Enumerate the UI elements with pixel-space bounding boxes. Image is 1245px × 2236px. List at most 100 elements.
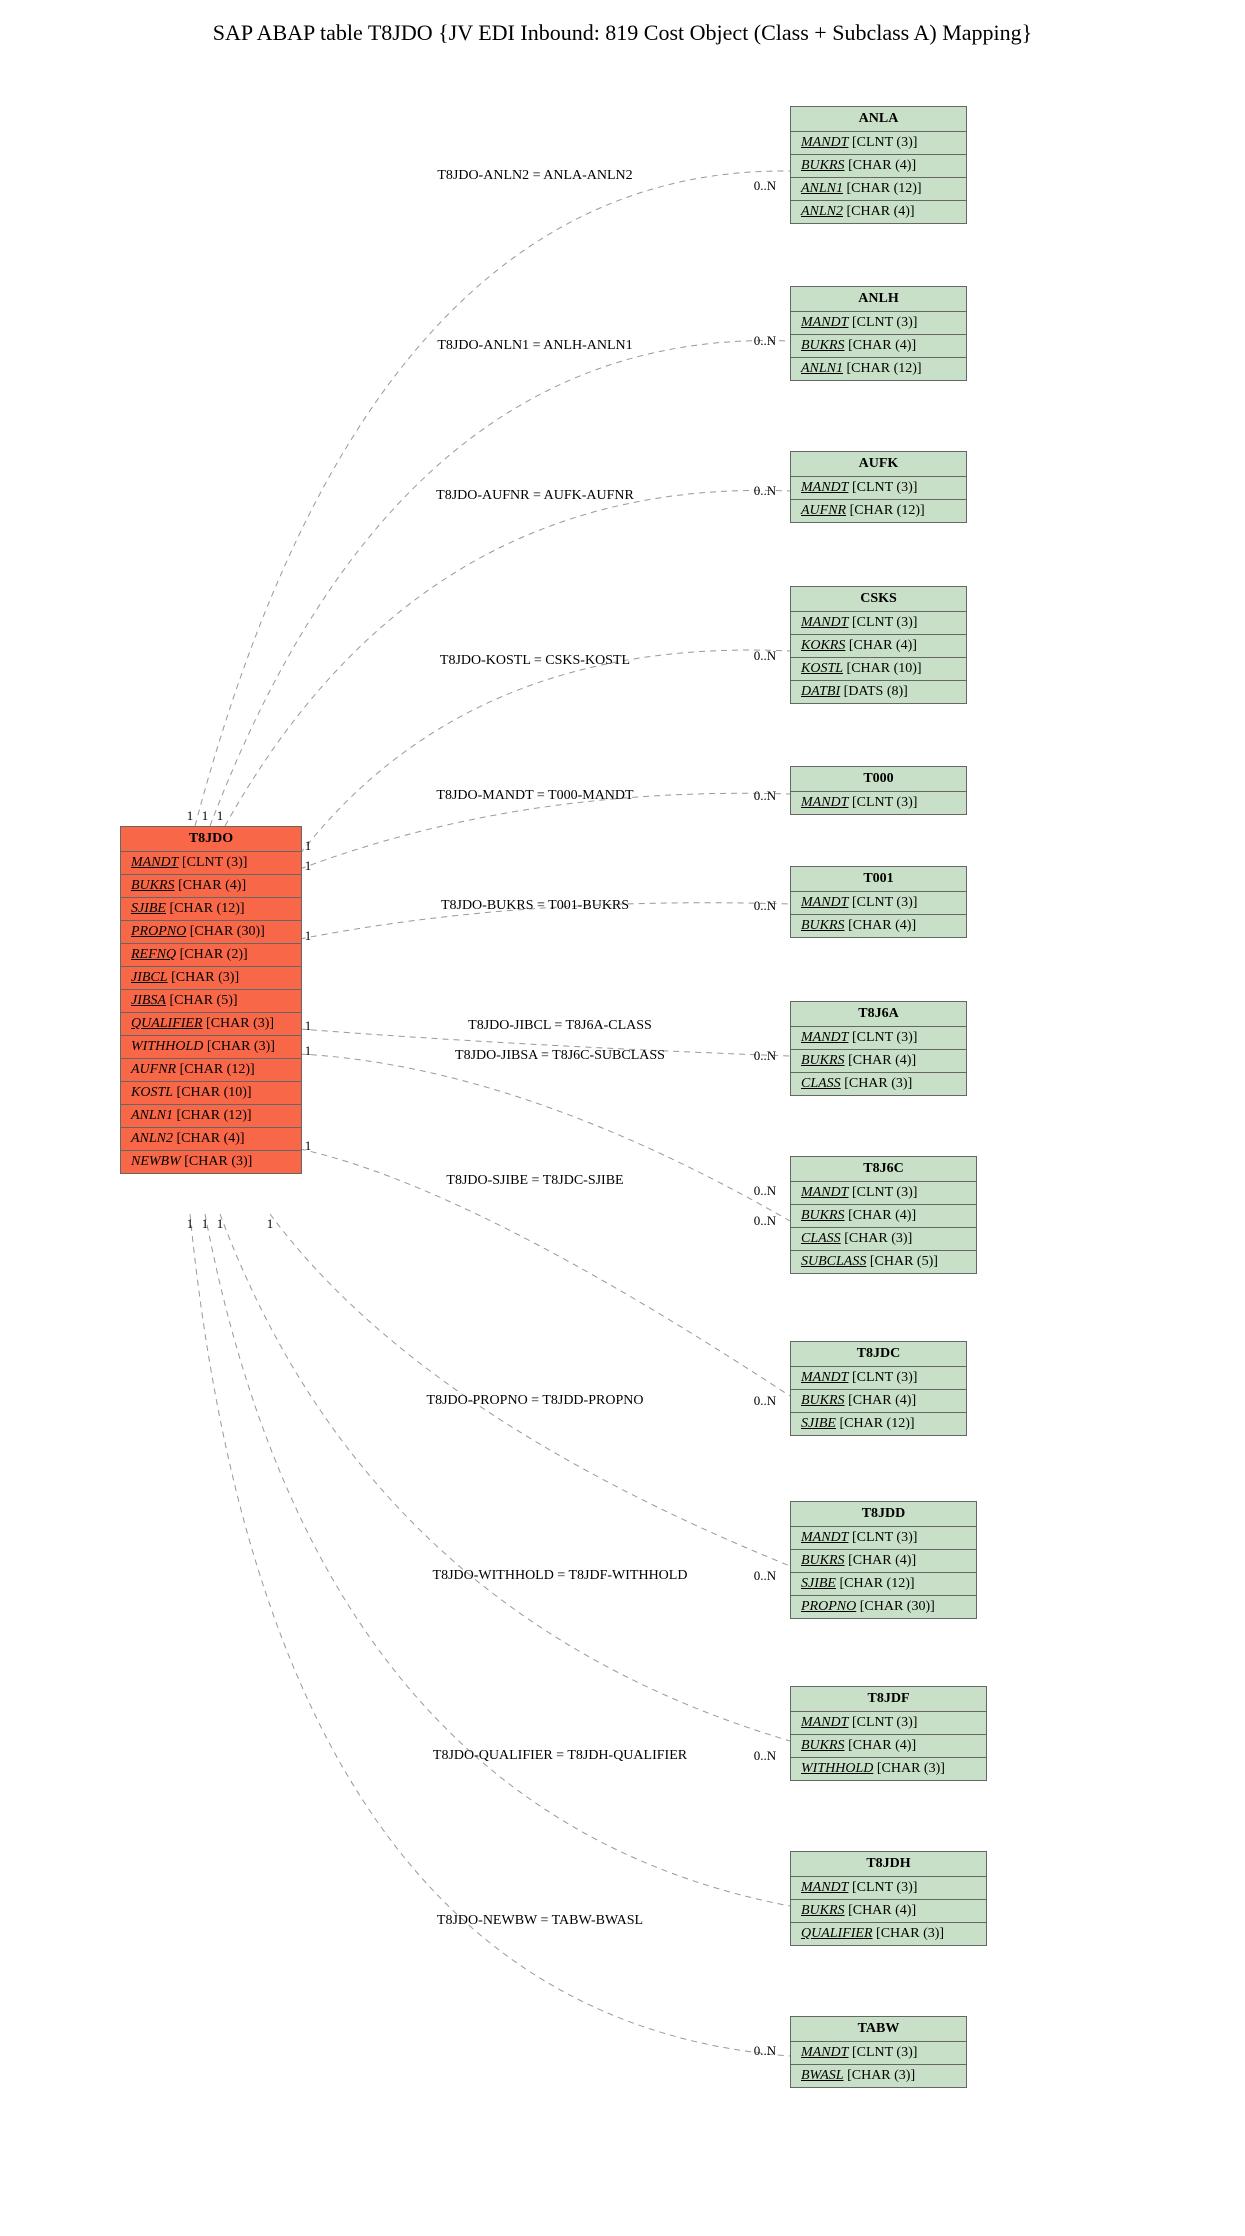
field-type: [CLNT (3)] [848,1030,917,1045]
field-type: [CHAR (12)] [166,901,245,916]
edge-label: T8JDO-JIBCL = T8J6A-CLASS [468,1018,652,1034]
field-row: ANLN1 [CHAR (12)] [121,1105,301,1128]
relationship-edge [300,650,790,854]
field-row: BUKRS [CHAR (4)] [791,1050,966,1073]
field-type: [CLNT (3)] [848,2045,917,2060]
field-name: BUKRS [801,158,845,173]
cardinality-target: 0..N [754,1183,776,1199]
field-name: BUKRS [801,918,845,933]
er-diagram: T8JDOMANDT [CLNT (3)]BUKRS [CHAR (4)]SJI… [20,66,1225,2216]
field-type: [CHAR (4)] [845,1903,917,1918]
field-type: [CLNT (3)] [848,795,917,810]
field-type: [CHAR (3)] [873,1926,945,1941]
field-row: BUKRS [CHAR (4)] [791,155,966,178]
field-name: MANDT [801,895,848,910]
field-name: MANDT [801,1880,848,1895]
edge-label: T8JDO-WITHHOLD = T8JDF-WITHHOLD [433,1568,688,1584]
cardinality-source: 1 [305,928,312,944]
entity-t8jdc: T8JDCMANDT [CLNT (3)]BUKRS [CHAR (4)]SJI… [790,1341,967,1436]
cardinality-target: 0..N [754,2043,776,2059]
field-type: [CHAR (4)] [845,918,917,933]
field-type: [CHAR (12)] [836,1416,915,1431]
field-type: [CHAR (12)] [846,503,925,518]
field-name: CLASS [801,1076,841,1091]
entity-anla: ANLAMANDT [CLNT (3)]BUKRS [CHAR (4)]ANLN… [790,106,967,224]
cardinality-target: 0..N [754,483,776,499]
field-row: MANDT [CLNT (3)] [791,612,966,635]
field-type: [CHAR (3)] [841,1231,913,1246]
cardinality-source: 1 [305,838,312,854]
field-row: MANDT [CLNT (3)] [791,1182,976,1205]
field-row: JIBSA [CHAR (5)] [121,990,301,1013]
edge-label: T8JDO-QUALIFIER = T8JDH-QUALIFIER [433,1748,687,1764]
entity-t000: T000MANDT [CLNT (3)] [790,766,967,815]
field-name: ANLN1 [801,181,843,196]
field-type: [CHAR (4)] [845,158,917,173]
field-name: PROPNO [131,924,186,939]
field-type: [CLNT (3)] [848,1370,917,1385]
field-row: PROPNO [CHAR (30)] [791,1596,976,1618]
entity-header: AUFK [791,452,966,477]
field-row: QUALIFIER [CHAR (3)] [791,1923,986,1945]
field-row: SJIBE [CHAR (12)] [121,898,301,921]
field-name: BUKRS [801,1903,845,1918]
field-name: BWASL [801,2068,844,2083]
entity-header: T8J6A [791,1002,966,1027]
field-row: KOSTL [CHAR (10)] [121,1082,301,1105]
field-name: MANDT [131,855,178,870]
field-name: ANLN1 [131,1108,173,1123]
field-row: BUKRS [CHAR (4)] [791,1550,976,1573]
field-row: ANLN1 [CHAR (12)] [791,178,966,201]
field-name: ANLN2 [131,1131,173,1146]
cardinality-target: 0..N [754,333,776,349]
field-type: [CLNT (3)] [848,615,917,630]
field-type: [CHAR (4)] [845,338,917,353]
field-name: ANLN2 [801,204,843,219]
field-type: [CLNT (3)] [848,1185,917,1200]
field-type: [CLNT (3)] [848,895,917,910]
entity-header: T8JDH [791,1852,986,1877]
edge-label: T8JDO-SJIBE = T8JDC-SJIBE [446,1173,623,1189]
entity-t8jdf: T8JDFMANDT [CLNT (3)]BUKRS [CHAR (4)]WIT… [790,1686,987,1781]
field-name: MANDT [801,1530,848,1545]
field-row: BUKRS [CHAR (4)] [791,1900,986,1923]
cardinality-target: 0..N [754,1568,776,1584]
cardinality-source: 1 [305,1043,312,1059]
field-name: AUFNR [801,503,846,518]
field-type: [CHAR (4)] [845,638,917,653]
field-name: DATBI [801,684,840,699]
cardinality-source: 1 [305,1018,312,1034]
entity-t8jdd: T8JDDMANDT [CLNT (3)]BUKRS [CHAR (4)]SJI… [790,1501,977,1619]
field-row: NEWBW [CHAR (3)] [121,1151,301,1173]
field-name: MANDT [801,1185,848,1200]
entity-anlh: ANLHMANDT [CLNT (3)]BUKRS [CHAR (4)]ANLN… [790,286,967,381]
entity-header: ANLH [791,287,966,312]
field-row: SJIBE [CHAR (12)] [791,1413,966,1435]
field-row: MANDT [CLNT (3)] [791,792,966,814]
field-name: KOSTL [131,1085,173,1100]
entity-header: T8J6C [791,1157,976,1182]
field-type: [CHAR (4)] [845,1208,917,1223]
cardinality-target: 0..N [754,1048,776,1064]
field-name: MANDT [801,2045,848,2060]
entity-tabw: TABWMANDT [CLNT (3)]BWASL [CHAR (3)] [790,2016,967,2088]
relationship-edge [220,1214,790,1741]
field-type: [CHAR (30)] [856,1599,935,1614]
entity-header: T8JDD [791,1502,976,1527]
field-name: MANDT [801,1370,848,1385]
entity-header: T8JDO [121,827,301,852]
field-row: MANDT [CLNT (3)] [791,312,966,335]
field-name: MANDT [801,315,848,330]
field-type: [CHAR (4)] [843,204,915,219]
cardinality-source: 1 [202,1216,209,1232]
edge-label: T8JDO-KOSTL = CSKS-KOSTL [440,653,630,669]
cardinality-target: 0..N [754,788,776,804]
field-type: [CHAR (12)] [836,1576,915,1591]
cardinality-source: 1 [217,1216,224,1232]
edge-label: T8JDO-ANLN2 = ANLA-ANLN2 [437,168,632,184]
field-type: [CLNT (3)] [848,1715,917,1730]
field-type: [CHAR (3)] [203,1016,275,1031]
cardinality-source: 1 [305,1138,312,1154]
field-name: WITHHOLD [801,1761,873,1776]
field-type: [CLNT (3)] [848,1530,917,1545]
